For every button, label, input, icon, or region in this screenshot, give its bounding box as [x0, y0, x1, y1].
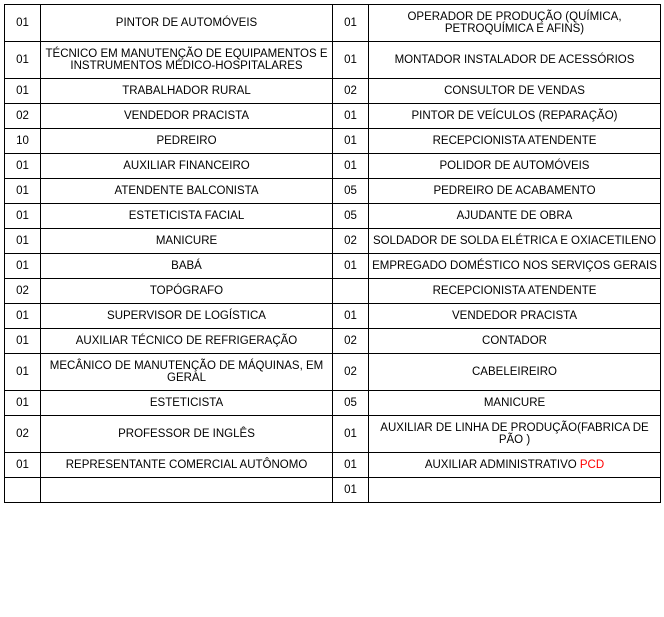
table-row: 01AUXILIAR FINANCEIRO01POLIDOR DE AUTOMÓ… — [5, 154, 661, 179]
qty-cell: 05 — [333, 179, 369, 204]
desc-cell: PINTOR DE AUTOMÓVEIS — [41, 5, 333, 42]
qty-cell: 01 — [5, 304, 41, 329]
qty-cell: 02 — [333, 329, 369, 354]
table-row: 01BABÁ01EMPREGADO DOMÉSTICO NOS SERVIÇOS… — [5, 254, 661, 279]
jobs-table: 01PINTOR DE AUTOMÓVEIS01OPERADOR DE PROD… — [4, 4, 661, 503]
qty-cell: 01 — [333, 5, 369, 42]
table-row: 01ESTETICISTA05MANICURE — [5, 391, 661, 416]
desc-cell: SOLDADOR DE SOLDA ELÉTRICA E OXIACETILEN… — [369, 229, 661, 254]
desc-cell: AUXILIAR TÉCNICO DE REFRIGERAÇÃO — [41, 329, 333, 354]
qty-cell: 01 — [5, 154, 41, 179]
desc-cell: MANICURE — [41, 229, 333, 254]
qty-cell: 01 — [5, 5, 41, 42]
qty-cell: 01 — [333, 254, 369, 279]
desc-cell: VENDEDOR PRACISTA — [41, 104, 333, 129]
desc-cell: AUXILIAR DE LINHA DE PRODUÇÃO(FABRICA DE… — [369, 416, 661, 453]
table-row: 02PROFESSOR DE INGLÊS01AUXILIAR DE LINHA… — [5, 416, 661, 453]
qty-cell: 02 — [5, 279, 41, 304]
desc-cell: CABELEIREIRO — [369, 354, 661, 391]
table-row: 01TÉCNICO EM MANUTENÇÃO DE EQUIPAMENTOS … — [5, 42, 661, 79]
qty-cell: 01 — [333, 416, 369, 453]
desc-cell: RECEPCIONISTA ATENDENTE — [369, 129, 661, 154]
desc-cell: TOPÓGRAFO — [41, 279, 333, 304]
table-row: 01SUPERVISOR DE LOGÍSTICA01VENDEDOR PRAC… — [5, 304, 661, 329]
table-row: 10PEDREIRO01RECEPCIONISTA ATENDENTE — [5, 129, 661, 154]
qty-cell: 01 — [5, 79, 41, 104]
desc-cell: TRABALHADOR RURAL — [41, 79, 333, 104]
desc-cell: PEDREIRO DE ACABAMENTO — [369, 179, 661, 204]
qty-cell: 01 — [5, 229, 41, 254]
qty-cell: 01 — [333, 478, 369, 503]
desc-cell: VENDEDOR PRACISTA — [369, 304, 661, 329]
desc-cell: ESTETICISTA — [41, 391, 333, 416]
table-row: 02VENDEDOR PRACISTA01PINTOR DE VEÍCULOS … — [5, 104, 661, 129]
qty-cell: 01 — [5, 354, 41, 391]
desc-cell: PINTOR DE VEÍCULOS (REPARAÇÃO) — [369, 104, 661, 129]
qty-cell: 01 — [333, 104, 369, 129]
desc-cell: PROFESSOR DE INGLÊS — [41, 416, 333, 453]
table-row: 01ESTETICISTA FACIAL05AJUDANTE DE OBRA — [5, 204, 661, 229]
qty-cell: 01 — [333, 154, 369, 179]
desc-cell — [41, 478, 333, 503]
qty-cell: 02 — [5, 104, 41, 129]
desc-cell: MECÂNICO DE MANUTENÇÃO DE MÁQUINAS, EM G… — [41, 354, 333, 391]
desc-cell: MANICURE — [369, 391, 661, 416]
desc-cell: PEDREIRO — [41, 129, 333, 154]
desc-cell: ESTETICISTA FACIAL — [41, 204, 333, 229]
qty-cell — [5, 478, 41, 503]
qty-cell: 01 — [5, 391, 41, 416]
table-row: 01 — [5, 478, 661, 503]
qty-cell: 01 — [5, 42, 41, 79]
table-row: 01AUXILIAR TÉCNICO DE REFRIGERAÇÃO02CONT… — [5, 329, 661, 354]
table-row: 01ATENDENTE BALCONISTA05PEDREIRO DE ACAB… — [5, 179, 661, 204]
qty-cell: 02 — [333, 79, 369, 104]
desc-cell: SUPERVISOR DE LOGÍSTICA — [41, 304, 333, 329]
desc-cell: BABÁ — [41, 254, 333, 279]
desc-cell: ATENDENTE BALCONISTA — [41, 179, 333, 204]
qty-cell: 01 — [5, 179, 41, 204]
qty-cell: 01 — [5, 453, 41, 478]
desc-cell: AUXILIAR FINANCEIRO — [41, 154, 333, 179]
desc-cell: EMPREGADO DOMÉSTICO NOS SERVIÇOS GERAIS — [369, 254, 661, 279]
qty-cell: 05 — [333, 391, 369, 416]
qty-cell: 02 — [333, 354, 369, 391]
qty-cell: 01 — [333, 129, 369, 154]
table-row: 02TOPÓGRAFO RECEPCIONISTA ATENDENTE — [5, 279, 661, 304]
qty-cell: 01 — [5, 254, 41, 279]
desc-cell: RECEPCIONISTA ATENDENTE — [369, 279, 661, 304]
qty-cell: 01 — [5, 204, 41, 229]
table-row: 01MECÂNICO DE MANUTENÇÃO DE MÁQUINAS, EM… — [5, 354, 661, 391]
desc-cell: TÉCNICO EM MANUTENÇÃO DE EQUIPAMENTOS EI… — [41, 42, 333, 79]
qty-cell: 05 — [333, 204, 369, 229]
qty-cell: 01 — [333, 304, 369, 329]
desc-cell: AUXILIAR ADMINISTRATIVO PCD — [369, 453, 661, 478]
qty-cell — [333, 279, 369, 304]
desc-cell: REPRESENTANTE COMERCIAL AUTÔNOMO — [41, 453, 333, 478]
table-row: 01TRABALHADOR RURAL02CONSULTOR DE VENDAS — [5, 79, 661, 104]
table-row: 01PINTOR DE AUTOMÓVEIS01OPERADOR DE PROD… — [5, 5, 661, 42]
qty-cell: 02 — [333, 229, 369, 254]
highlight-token: PCD — [580, 459, 604, 471]
desc-cell: MONTADOR INSTALADOR DE ACESSÓRIOS — [369, 42, 661, 79]
qty-cell: 01 — [333, 42, 369, 79]
desc-cell: CONTADOR — [369, 329, 661, 354]
qty-cell: 02 — [5, 416, 41, 453]
desc-cell: AJUDANTE DE OBRA — [369, 204, 661, 229]
desc-cell: OPERADOR DE PRODUÇÃO (QUÍMICA, PETROQUÍM… — [369, 5, 661, 42]
qty-cell: 01 — [5, 329, 41, 354]
qty-cell: 01 — [333, 453, 369, 478]
qty-cell: 10 — [5, 129, 41, 154]
table-row: 01MANICURE02SOLDADOR DE SOLDA ELÉTRICA E… — [5, 229, 661, 254]
desc-cell — [369, 478, 661, 503]
desc-cell: CONSULTOR DE VENDAS — [369, 79, 661, 104]
desc-cell: POLIDOR DE AUTOMÓVEIS — [369, 154, 661, 179]
table-row: 01REPRESENTANTE COMERCIAL AUTÔNOMO01AUXI… — [5, 453, 661, 478]
